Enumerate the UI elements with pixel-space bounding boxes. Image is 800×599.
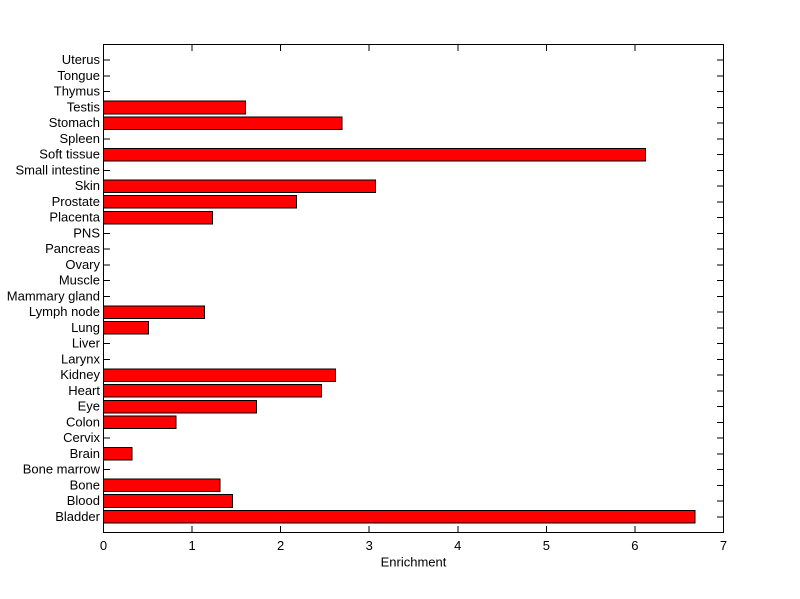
svg-text:Uterus: Uterus (62, 52, 101, 67)
svg-text:Muscle: Muscle (59, 273, 100, 288)
svg-text:Colon: Colon (66, 414, 100, 429)
svg-text:6: 6 (631, 538, 638, 553)
svg-text:Thymus: Thymus (54, 84, 101, 99)
svg-text:0: 0 (100, 538, 107, 553)
svg-text:Larynx: Larynx (61, 351, 101, 366)
svg-text:Lymph node: Lymph node (29, 304, 100, 319)
svg-text:Cervix: Cervix (63, 430, 100, 445)
svg-text:Heart: Heart (68, 383, 100, 398)
svg-text:Kidney: Kidney (60, 367, 100, 382)
svg-text:3: 3 (366, 538, 373, 553)
svg-text:2: 2 (277, 538, 284, 553)
svg-text:Lung: Lung (71, 320, 100, 335)
svg-text:PNS: PNS (73, 225, 100, 240)
svg-text:1: 1 (188, 538, 195, 553)
svg-text:7: 7 (720, 538, 727, 553)
svg-text:Eye: Eye (78, 399, 100, 414)
svg-text:Ovary: Ovary (65, 257, 100, 272)
svg-text:Bladder: Bladder (55, 509, 100, 524)
svg-text:Soft tissue: Soft tissue (39, 147, 100, 162)
svg-text:Spleen: Spleen (60, 131, 100, 146)
svg-text:Bone marrow: Bone marrow (23, 462, 101, 477)
svg-text:Brain: Brain (70, 446, 100, 461)
svg-text:Stomach: Stomach (49, 115, 100, 130)
svg-text:Small intestine: Small intestine (15, 162, 100, 177)
svg-text:4: 4 (454, 538, 461, 553)
svg-text:Mammary gland: Mammary gland (7, 288, 100, 303)
svg-text:Liver: Liver (72, 336, 101, 351)
svg-text:Blood: Blood (67, 493, 100, 508)
svg-text:Testis: Testis (67, 100, 101, 115)
svg-text:Prostate: Prostate (52, 194, 100, 209)
svg-text:Placenta: Placenta (49, 210, 100, 225)
svg-text:Skin: Skin (75, 178, 100, 193)
svg-text:Pancreas: Pancreas (45, 241, 100, 256)
svg-text:Enrichment: Enrichment (381, 555, 447, 570)
svg-text:Bone: Bone (70, 477, 100, 492)
svg-text:Tongue: Tongue (57, 68, 100, 83)
svg-text:5: 5 (543, 538, 550, 553)
